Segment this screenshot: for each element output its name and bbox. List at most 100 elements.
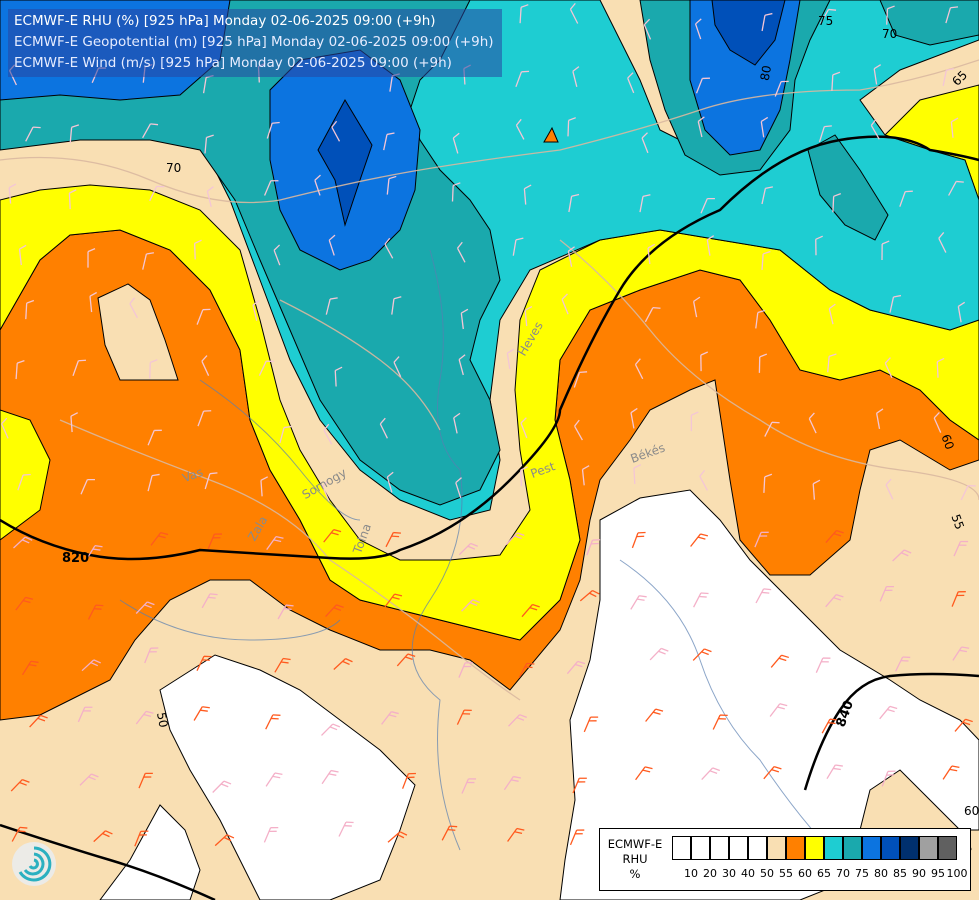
wind-barb-icon [206, 186, 214, 207]
wind-barb-icon [147, 429, 162, 446]
wind-barb-icon [566, 660, 586, 675]
wind-barb-icon [644, 307, 661, 323]
wind-barb-icon [951, 591, 966, 607]
wind-barb-icon [0, 417, 9, 439]
wind-barb-icon [204, 134, 214, 154]
wind-barb-icon [458, 354, 466, 376]
wind-barb-icon [214, 834, 235, 847]
wind-barb-icon [21, 660, 39, 676]
wind-barb-icon [818, 125, 832, 143]
legend-tick-label: 60 [798, 867, 812, 880]
wind-barb-icon [72, 359, 87, 377]
wind-barb-icon [149, 359, 158, 379]
wind-barb-icon [639, 194, 651, 213]
wind-barb-icon [331, 120, 341, 142]
header-rhu-line: ECMWF-E RHU (%) [925 hPa] Monday 02-06-2… [14, 13, 436, 29]
wind-barb-icon [135, 601, 155, 614]
rhu-below-55-south [99, 804, 201, 900]
wind-barb-icon [81, 659, 101, 672]
legend-tick-label: 55 [779, 867, 793, 880]
wind-barb-icon [583, 716, 599, 733]
wind-barb-icon [328, 234, 336, 256]
wind-barb-icon [954, 718, 973, 732]
geopotential-contour-840 [803, 672, 979, 791]
legend-swatch [919, 836, 938, 860]
wind-barb-icon [138, 772, 153, 789]
wind-barb-icon [507, 827, 525, 842]
contour-label-rhu-60-se: 60 [964, 804, 979, 818]
wind-barb-icon [252, 300, 260, 321]
header-wind-line: ECMWF-E Wind (m/s) [925 hPa] Monday 02-0… [14, 55, 452, 71]
wind-barb-icon [150, 532, 169, 546]
wind-barb-icon [10, 778, 30, 792]
wind-barb-icon [322, 480, 330, 502]
wind-barb-icon [15, 360, 25, 380]
wind-barb-icon [265, 772, 283, 787]
wind-barb-icon [631, 531, 646, 549]
wind-barb-icon [820, 8, 837, 24]
wind-barb-icon [266, 121, 280, 139]
wind-barb-icon [693, 592, 709, 608]
wind-barb-icon [451, 182, 461, 202]
wind-barb-icon [630, 595, 647, 610]
wind-barb-icon [25, 299, 35, 320]
wind-barb-icon [25, 126, 41, 142]
wind-barb-icon [386, 175, 397, 195]
wind-barb-icon [690, 411, 699, 432]
wind-barb-icon [79, 773, 99, 786]
legend-swatch [767, 836, 786, 860]
wind-barb-icon [391, 296, 402, 315]
wind-barb-icon [828, 303, 836, 325]
wind-barb-icon [508, 714, 527, 727]
wind-barb-icon [627, 72, 635, 94]
ecmwf-logo-icon [12, 842, 56, 886]
wind-barb-icon [512, 237, 524, 256]
wind-barb-icon [827, 353, 837, 373]
wind-barb-icon [889, 294, 902, 313]
wind-barb-icon [212, 780, 232, 793]
wind-barb-icon [87, 248, 96, 268]
borders [0, 59, 979, 701]
wind-barb-icon [633, 464, 642, 485]
wind-barb-icon [334, 366, 343, 387]
wind-barb-icon [574, 419, 583, 441]
wind-barb-icon [258, 360, 274, 376]
wind-barb-icon [381, 711, 399, 725]
wind-barb-icon [461, 599, 481, 612]
wind-barb-icon [763, 473, 773, 493]
wind-barb-icon [873, 64, 882, 85]
wind-barb-icon [569, 2, 579, 24]
rhu-75-ne-corner [879, 0, 979, 46]
legend-title: ECMWF-E RHU % [600, 837, 670, 882]
wind-barb-icon [885, 478, 894, 500]
rhu-85-center [317, 98, 373, 227]
wind-barb-icon [649, 647, 669, 661]
wind-barb-icon [568, 193, 580, 213]
wind-barb-icon [8, 183, 17, 204]
rhu-60-small-spot [543, 126, 559, 143]
legend-tick-label: 40 [741, 867, 755, 880]
wind-barb-icon [458, 542, 478, 556]
legend-swatch [691, 836, 710, 860]
wind-barb-icon [80, 478, 95, 495]
wind-barb-icon [461, 778, 477, 794]
wind-barb-icon [692, 648, 712, 661]
legend-tick-label: 80 [874, 867, 888, 880]
legend-tick-label: 50 [760, 867, 774, 880]
wind-barb-icon [960, 484, 976, 501]
wind-barb-icon [325, 604, 344, 618]
wind-barb-icon [277, 604, 294, 620]
wind-barb-icon [524, 305, 533, 327]
contour-label-rhu-70-ne: 70 [882, 27, 897, 41]
wind-barb-icon [945, 6, 959, 24]
wind-barb-icon [581, 465, 590, 486]
wind-barb-icon [821, 718, 838, 734]
wind-barb-icon [325, 297, 338, 315]
legend-tick-label: 75 [855, 867, 869, 880]
wind-barb-icon [379, 417, 388, 439]
wind-barb-icon [950, 117, 959, 138]
rhu-85-north [711, 0, 786, 66]
wind-barb-icon [441, 825, 458, 841]
legend-tick-label: 85 [893, 867, 907, 880]
